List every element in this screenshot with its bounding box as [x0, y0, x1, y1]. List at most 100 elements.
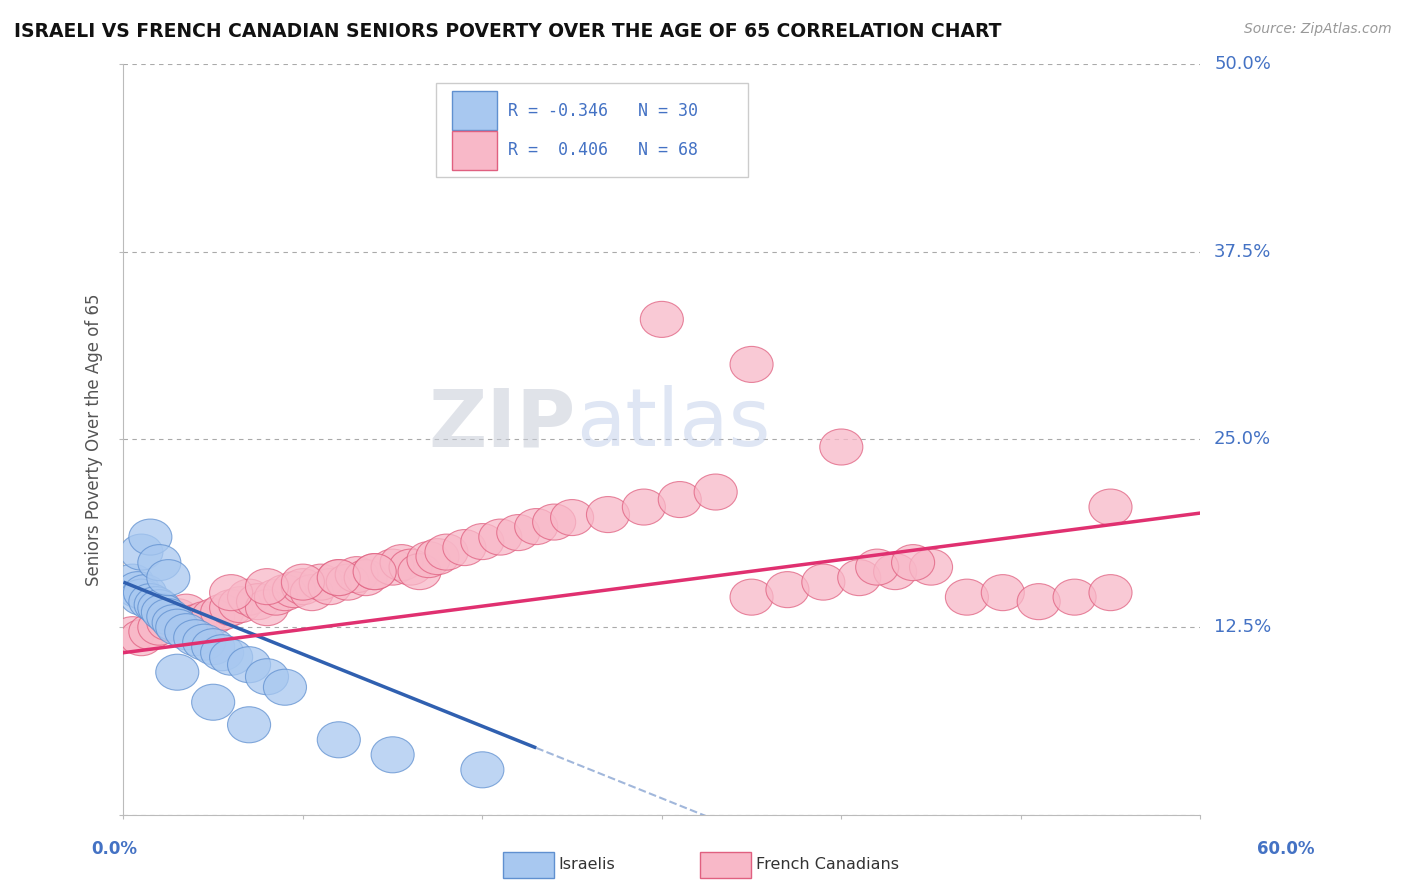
- Circle shape: [318, 559, 360, 596]
- Text: 0.0%: 0.0%: [91, 840, 138, 858]
- Circle shape: [124, 574, 166, 611]
- Text: ZIP: ZIP: [429, 385, 575, 464]
- Circle shape: [1017, 583, 1060, 620]
- Circle shape: [856, 549, 898, 585]
- Circle shape: [146, 559, 190, 596]
- Circle shape: [111, 616, 153, 653]
- Circle shape: [120, 620, 163, 656]
- Circle shape: [152, 605, 195, 640]
- Circle shape: [129, 519, 172, 555]
- Circle shape: [209, 574, 253, 611]
- FancyBboxPatch shape: [451, 131, 498, 170]
- Text: 12.5%: 12.5%: [1215, 618, 1271, 636]
- Text: R =  0.406   N = 68: R = 0.406 N = 68: [508, 142, 697, 160]
- Circle shape: [146, 605, 190, 640]
- Text: 50.0%: 50.0%: [1215, 55, 1271, 73]
- Circle shape: [730, 346, 773, 383]
- Circle shape: [344, 559, 387, 596]
- Circle shape: [156, 609, 198, 645]
- Circle shape: [398, 554, 441, 590]
- Circle shape: [134, 587, 177, 623]
- Circle shape: [209, 640, 253, 675]
- Circle shape: [138, 609, 181, 645]
- Circle shape: [891, 545, 935, 581]
- Circle shape: [299, 564, 343, 600]
- Circle shape: [120, 534, 163, 570]
- Circle shape: [533, 504, 575, 540]
- Circle shape: [228, 647, 270, 682]
- Text: 25.0%: 25.0%: [1215, 431, 1271, 449]
- Circle shape: [335, 557, 378, 592]
- Circle shape: [254, 579, 298, 615]
- Circle shape: [228, 579, 270, 615]
- Circle shape: [129, 583, 172, 620]
- Circle shape: [801, 564, 845, 600]
- Circle shape: [461, 752, 503, 788]
- Circle shape: [236, 583, 280, 620]
- Circle shape: [138, 545, 181, 581]
- Circle shape: [981, 574, 1025, 611]
- Circle shape: [586, 497, 630, 533]
- Circle shape: [146, 599, 190, 635]
- Circle shape: [246, 658, 288, 695]
- Circle shape: [945, 579, 988, 615]
- Circle shape: [201, 594, 243, 630]
- Circle shape: [326, 564, 370, 600]
- Circle shape: [117, 572, 159, 607]
- Circle shape: [263, 669, 307, 706]
- Circle shape: [658, 482, 702, 517]
- Circle shape: [246, 590, 288, 625]
- Circle shape: [156, 654, 198, 690]
- Text: 37.5%: 37.5%: [1215, 243, 1271, 260]
- Circle shape: [191, 599, 235, 635]
- Circle shape: [425, 534, 468, 570]
- Circle shape: [263, 574, 307, 611]
- Circle shape: [389, 549, 432, 585]
- Circle shape: [623, 489, 665, 525]
- Circle shape: [551, 500, 593, 535]
- Text: Israelis: Israelis: [558, 857, 614, 871]
- Circle shape: [129, 614, 172, 649]
- Text: Source: ZipAtlas.com: Source: ZipAtlas.com: [1244, 22, 1392, 37]
- Circle shape: [371, 549, 415, 585]
- Circle shape: [209, 590, 253, 625]
- Circle shape: [138, 590, 181, 625]
- Circle shape: [174, 605, 217, 640]
- Circle shape: [156, 599, 198, 635]
- Circle shape: [766, 572, 808, 607]
- Circle shape: [291, 574, 333, 611]
- Circle shape: [353, 554, 396, 590]
- Circle shape: [246, 568, 288, 605]
- Circle shape: [873, 554, 917, 590]
- Circle shape: [281, 564, 325, 600]
- Circle shape: [461, 524, 503, 559]
- Circle shape: [218, 587, 262, 623]
- Circle shape: [201, 635, 243, 671]
- Circle shape: [165, 594, 208, 630]
- Circle shape: [318, 722, 360, 758]
- Text: 60.0%: 60.0%: [1257, 840, 1315, 858]
- Circle shape: [371, 737, 415, 772]
- Circle shape: [174, 620, 217, 656]
- Circle shape: [380, 545, 423, 581]
- Circle shape: [416, 539, 458, 574]
- Circle shape: [910, 549, 953, 585]
- Text: R = -0.346   N = 30: R = -0.346 N = 30: [508, 102, 697, 120]
- FancyBboxPatch shape: [451, 91, 498, 130]
- Circle shape: [515, 508, 558, 545]
- Circle shape: [496, 515, 540, 550]
- Circle shape: [479, 519, 522, 555]
- Circle shape: [183, 624, 226, 660]
- Circle shape: [443, 530, 486, 566]
- FancyBboxPatch shape: [436, 83, 748, 177]
- Circle shape: [111, 564, 153, 600]
- Circle shape: [165, 614, 208, 649]
- Circle shape: [406, 541, 450, 578]
- Text: atlas: atlas: [575, 385, 770, 464]
- Circle shape: [1090, 574, 1132, 611]
- Circle shape: [281, 568, 325, 605]
- Circle shape: [183, 601, 226, 638]
- Circle shape: [273, 572, 315, 607]
- Circle shape: [308, 568, 352, 605]
- Circle shape: [1090, 489, 1132, 525]
